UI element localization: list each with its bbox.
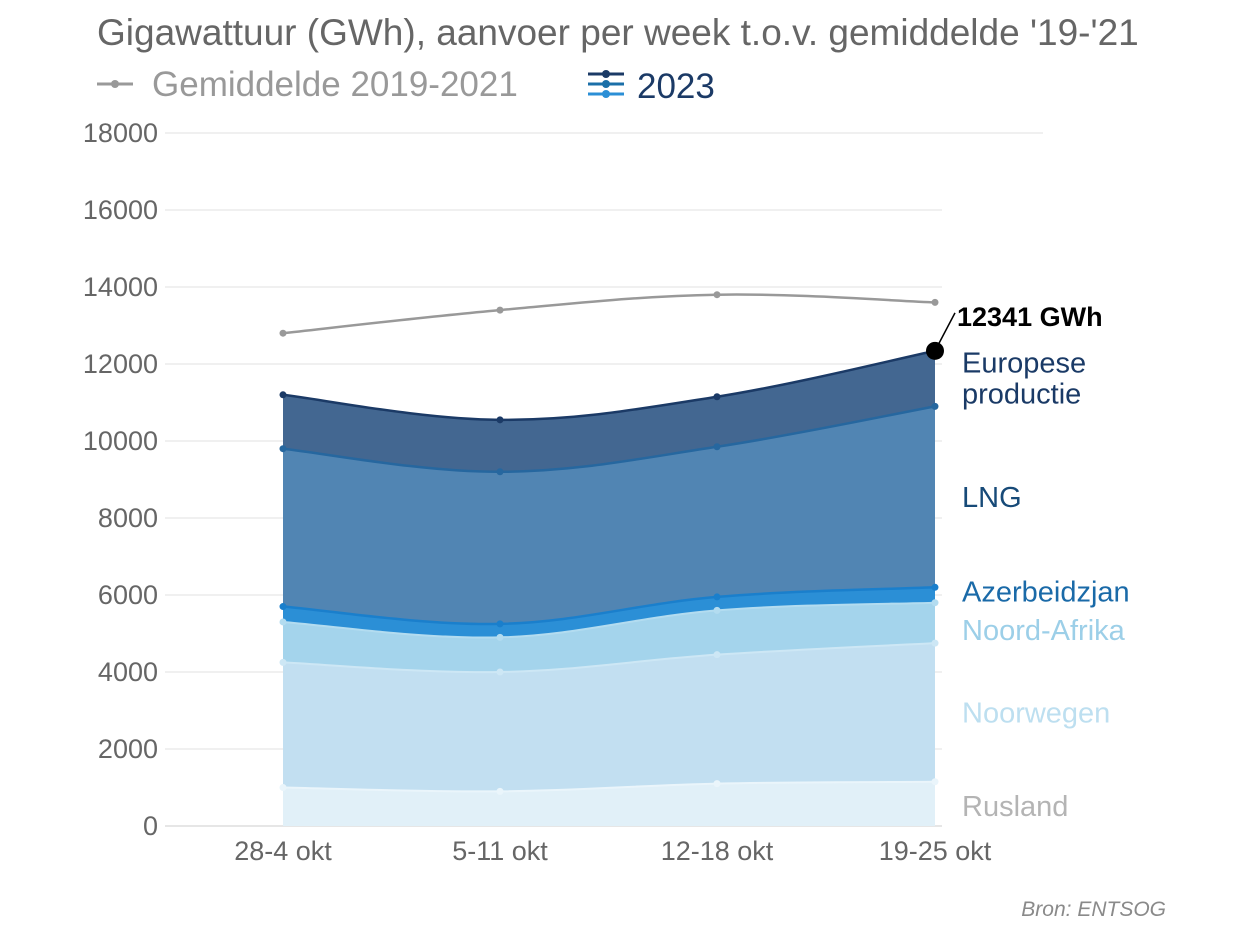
y-tick-label: 12000 (83, 349, 158, 379)
data-point (713, 393, 721, 401)
area-noorwegen (283, 643, 935, 792)
series-line (282, 642, 936, 674)
data-point (279, 391, 287, 399)
series-line (282, 586, 936, 626)
legend-2023-label: 2023 (637, 67, 715, 106)
series-lines (279, 347, 939, 795)
x-axis: 28-4 okt 5-11 okt 12-18 okt 19-25 okt (234, 836, 992, 866)
x-tick-label: 5-11 okt (452, 836, 548, 866)
annotation: 12341 GWh (926, 302, 1103, 360)
data-point (279, 618, 287, 626)
series-line (282, 780, 936, 793)
series-line (282, 601, 936, 639)
data-point (713, 443, 721, 451)
data-point (496, 668, 504, 676)
average-line (279, 291, 939, 337)
legend: Gemiddelde 2019-2021 2023 (97, 65, 715, 106)
series-label: Noorwegen (962, 697, 1110, 729)
y-tick-label: 6000 (98, 580, 158, 610)
annotation-marker (926, 341, 944, 360)
average-line-path (282, 293, 936, 335)
y-tick-label: 0 (143, 811, 158, 841)
average-point (713, 291, 721, 299)
data-point (931, 599, 939, 607)
series-label: Noord-Afrika (962, 615, 1126, 647)
data-point (713, 593, 721, 601)
x-tick-label: 12-18 okt (661, 836, 774, 866)
y-tick-label: 4000 (98, 657, 158, 687)
y-tick-label: 18000 (83, 118, 158, 148)
data-point (713, 606, 721, 614)
series-labels: Rusland Noorwegen Noord-Afrika Azerbeidzjan… (962, 348, 1130, 823)
data-point (496, 787, 504, 795)
data-point (279, 603, 287, 611)
data-point (931, 583, 939, 591)
y-axis: 0 2000 4000 6000 8000 10000 12000 14000 16000 180… (83, 118, 158, 841)
data-point (279, 445, 287, 453)
source-note: Bron: ENTSOG (1021, 898, 1166, 921)
area-lng (283, 406, 935, 625)
legend-2023-icon (588, 70, 624, 98)
data-point (496, 620, 504, 628)
stacked-areas (283, 350, 935, 826)
y-tick-label: 2000 (98, 734, 158, 764)
data-point (931, 639, 939, 647)
data-point (713, 780, 721, 788)
data-point (496, 416, 504, 424)
series-line (282, 405, 936, 474)
data-point (279, 658, 287, 666)
average-point (931, 298, 939, 306)
legend-average-label: Gemiddelde 2019-2021 (152, 65, 518, 104)
area-noord-afrika (283, 602, 935, 673)
data-point (496, 633, 504, 641)
area-europese-productie (283, 350, 935, 472)
data-point (279, 784, 287, 791)
data-point (713, 651, 721, 659)
annotation-label: 12341 GWh (957, 302, 1103, 332)
series-label: LNG (962, 482, 1022, 514)
series-line (282, 349, 936, 422)
chart-title: Gigawattuur (GWh), aanvoer per week t.o.… (97, 12, 1139, 53)
series-label: Azerbeidzjan (962, 576, 1130, 608)
legend-average-dot-icon (111, 80, 119, 88)
area-rusland (283, 781, 935, 826)
y-tick-label: 8000 (98, 503, 158, 533)
y-tick-label: 14000 (83, 272, 158, 302)
data-point (931, 778, 939, 786)
average-point (279, 329, 287, 337)
y-tick-label: 16000 (83, 195, 158, 225)
data-point (496, 468, 504, 476)
series-label: Europese productie (962, 348, 1086, 411)
x-tick-label: 19-25 okt (879, 836, 992, 866)
series-label: Rusland (962, 791, 1068, 823)
average-point (496, 306, 504, 314)
x-tick-label: 28-4 okt (234, 836, 332, 866)
y-tick-label: 10000 (83, 426, 158, 456)
data-point (931, 402, 939, 410)
